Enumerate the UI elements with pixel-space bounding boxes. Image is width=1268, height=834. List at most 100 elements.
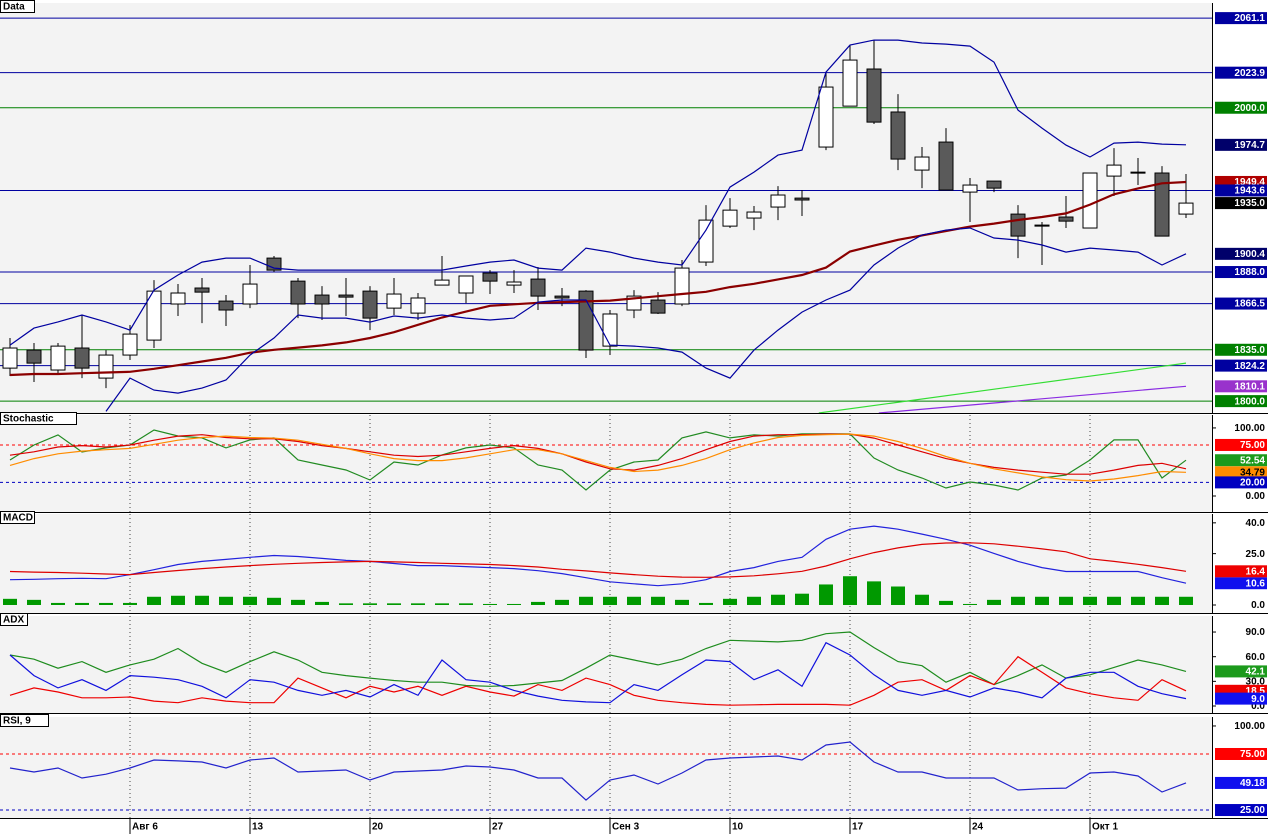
bar [819, 584, 833, 605]
value-tag [1215, 804, 1267, 817]
value-tag-label: 52.54 [1240, 455, 1265, 466]
bar [723, 598, 737, 605]
candle-body [722, 209, 738, 227]
bar [315, 601, 329, 605]
bar [531, 601, 545, 605]
candle-body [122, 333, 138, 356]
candle-body [1130, 171, 1146, 174]
y-tick-label: 40.0 [1246, 518, 1266, 529]
candle-body [842, 59, 858, 107]
value-tag [1215, 565, 1267, 578]
value-tag [1215, 577, 1267, 590]
candle-body [698, 219, 714, 263]
value-tag-label: 25.00 [1240, 805, 1265, 816]
value-tag [1215, 380, 1267, 393]
pane-plot [0, 17, 1212, 413]
series-line [9, 39, 1187, 346]
pane-plot [9, 616, 1187, 713]
value-tag-label: 1900.4 [1234, 249, 1265, 260]
series-line [818, 362, 1187, 413]
candle-body [74, 347, 90, 369]
candle-body [530, 278, 546, 297]
bar [1179, 596, 1193, 605]
value-tag-label: 18.5 [1246, 686, 1266, 697]
y-tick-label: 60.0 [1246, 652, 1266, 663]
x-tick-label: Окт 1 [1092, 822, 1118, 833]
pane-title-box [0, 511, 35, 524]
series-line [9, 433, 1187, 482]
value-tag [1215, 12, 1267, 25]
bar [387, 603, 401, 605]
value-tag [1215, 747, 1267, 760]
pane-title-box [0, 0, 35, 13]
bar [363, 603, 377, 605]
pane-title: MACD [3, 513, 33, 524]
bar [867, 581, 881, 605]
candle-body [2, 347, 18, 369]
bar [483, 603, 497, 605]
series-line [9, 741, 1187, 801]
bar [219, 596, 233, 605]
y-tick-label: 90.0 [1246, 627, 1266, 638]
pane [0, 415, 1212, 512]
x-tick-label: Авг 6 [132, 822, 158, 833]
x-tick-label: 27 [492, 822, 504, 833]
bar [291, 599, 305, 605]
pane-title: Data [3, 2, 25, 13]
value-tag [1215, 197, 1267, 210]
series-line [9, 655, 1187, 706]
candle-body [506, 281, 522, 286]
value-tag [1215, 138, 1267, 151]
candle-body [194, 287, 210, 293]
value-tag [1215, 692, 1267, 705]
bar [339, 603, 353, 605]
bar [651, 596, 665, 605]
series-line [9, 433, 1187, 475]
pane-plot [0, 415, 1212, 512]
value-tag-label: 75.00 [1240, 749, 1265, 760]
x-tick-label: 10 [732, 822, 744, 833]
value-tag-label: 49.18 [1240, 778, 1265, 789]
value-tag-label: 42.1 [1246, 667, 1266, 678]
value-tag-label: 10.6 [1246, 578, 1266, 589]
candle-body [1034, 224, 1050, 227]
value-tag-label: 1835.0 [1234, 345, 1265, 356]
value-tag-label: 1935.0 [1234, 198, 1265, 209]
pane-title-box [0, 714, 49, 727]
bar [939, 600, 953, 605]
candle-body [482, 272, 498, 282]
bar [915, 594, 929, 605]
value-tag-label: 2000.0 [1234, 103, 1265, 114]
bar [963, 603, 977, 605]
candle-body [914, 156, 930, 171]
pane-plot [0, 717, 1212, 818]
bar [843, 576, 857, 605]
value-tag [1215, 266, 1267, 279]
bar [1155, 596, 1169, 605]
candle-body [386, 293, 402, 309]
bar [771, 594, 785, 605]
candle-body [674, 267, 690, 305]
series-line [9, 180, 1187, 377]
candle-body [98, 354, 114, 379]
candle-body [50, 345, 66, 371]
value-tag [1215, 184, 1267, 197]
candle-body [650, 299, 666, 314]
bar [27, 599, 41, 605]
candle-body [1058, 216, 1074, 222]
candle-body [1082, 172, 1098, 229]
candle-body [242, 283, 258, 305]
candle-body [314, 294, 330, 305]
candle-body [746, 211, 762, 219]
bar [243, 596, 257, 605]
candle-body [962, 184, 978, 193]
value-tag [1215, 395, 1267, 408]
bar [1059, 596, 1073, 605]
pane [0, 717, 1212, 818]
value-tag-label: 1824.2 [1234, 361, 1265, 372]
bar [627, 596, 641, 605]
bar [267, 597, 281, 605]
bar [675, 599, 689, 605]
value-tag [1215, 343, 1267, 356]
